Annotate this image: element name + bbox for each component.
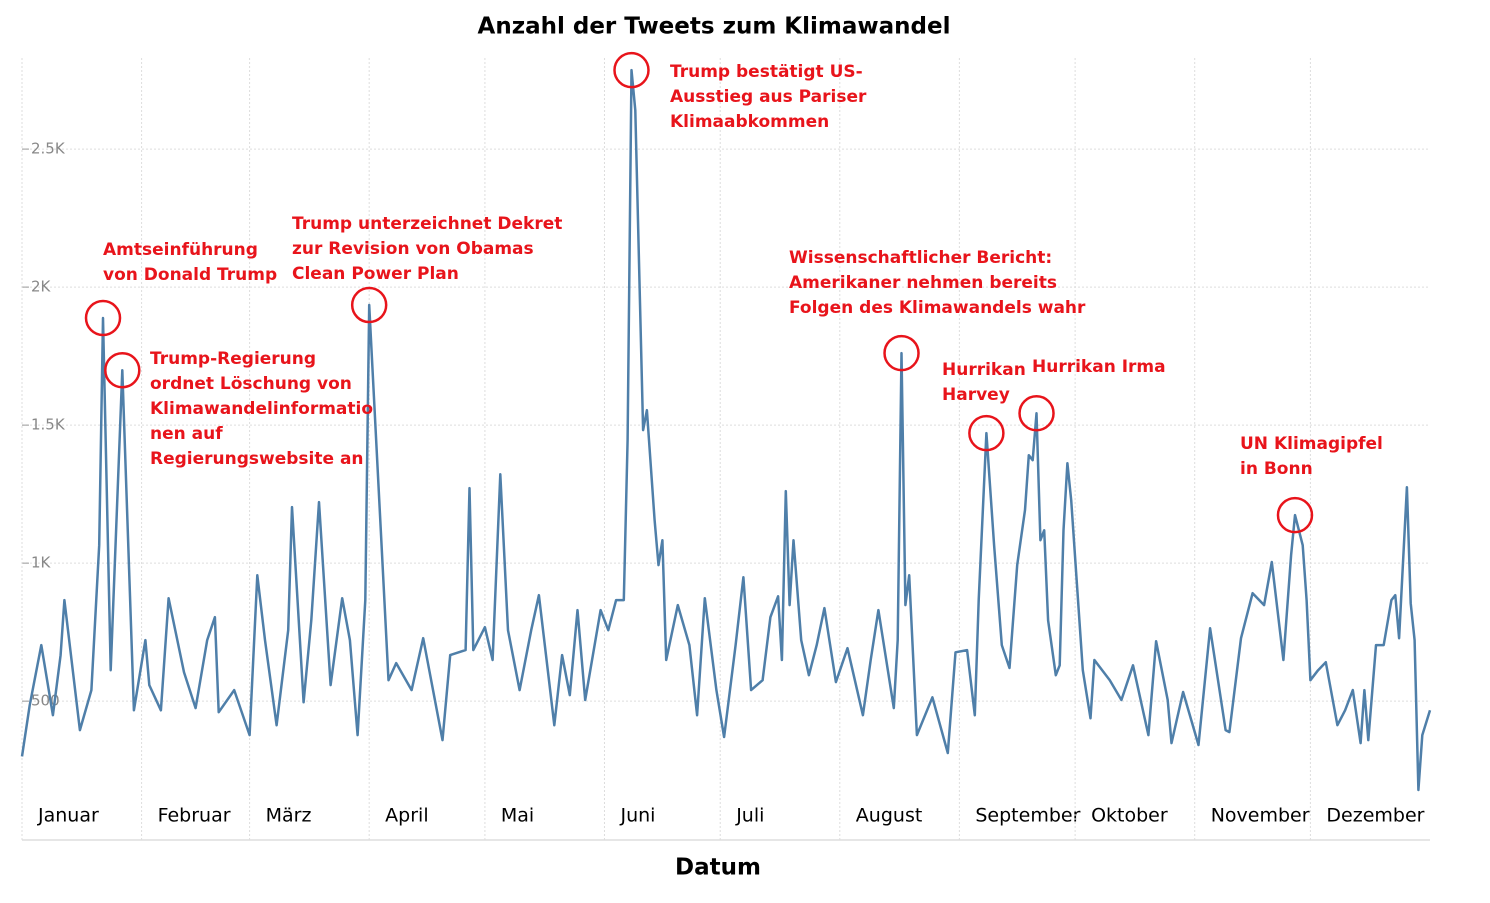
- annotation-text: zur Revision von Obamas: [292, 239, 534, 259]
- annotation-circle: [883, 334, 920, 372]
- annotation-text: von Donald Trump: [103, 265, 277, 285]
- y-tick-label: 2K: [31, 278, 52, 296]
- annotation-circle: [1276, 496, 1314, 534]
- x-axis-label: Datum: [675, 855, 761, 881]
- annotation-text: Trump-Regierung: [150, 349, 316, 369]
- x-tick-label: August: [856, 805, 923, 827]
- x-tick-label: Juni: [619, 805, 655, 827]
- annotation-text: Klimawandelinformatio: [150, 399, 373, 419]
- annotation-circle: [84, 299, 122, 337]
- data-line: [20, 68, 1432, 792]
- annotation-circle: [350, 286, 388, 324]
- x-tick-label: März: [266, 805, 312, 827]
- annotation-circle: [613, 51, 650, 89]
- chart-title: Anzahl der Tweets zum Klimawandel: [478, 14, 951, 40]
- x-tick-label: September: [975, 805, 1080, 827]
- x-tick-label: Juli: [735, 805, 764, 827]
- annotation-text: Regierungswebsite an: [150, 449, 364, 469]
- annotation-text: UN Klimagipfel: [1240, 434, 1383, 454]
- x-tick-label: Februar: [158, 805, 231, 827]
- annotation-text: Trump unterzeichnet Dekret: [292, 214, 562, 234]
- x-tick-label: Januar: [37, 805, 99, 827]
- x-tick-label: Dezember: [1326, 805, 1424, 827]
- annotation-text: Amtseinführung: [103, 240, 258, 260]
- x-tick-label: Oktober: [1091, 805, 1168, 827]
- annotation-text: Amerikaner nehmen bereits: [789, 273, 1057, 293]
- annotation-text: Wissenschaftlicher Bericht:: [789, 248, 1052, 268]
- annotation-circle: [968, 414, 1005, 452]
- y-tick-label: 1.5K: [31, 416, 66, 434]
- annotation-text: Hurrikan: [942, 360, 1026, 380]
- annotation-text: Harvey: [942, 385, 1010, 405]
- y-tick-label: 2.5K: [31, 140, 66, 158]
- x-tick-label: November: [1211, 805, 1310, 827]
- annotation-text: Folgen des Klimawandels wahr: [789, 298, 1086, 318]
- annotation-text: Ausstieg aus Pariser: [670, 87, 867, 107]
- annotation-text: Hurrikan Irma: [1032, 357, 1166, 377]
- annotation-text: ordnet Löschung von: [150, 374, 352, 394]
- x-tick-label: Mai: [501, 805, 534, 827]
- annotation-circle: [104, 351, 141, 389]
- annotation-text: Clean Power Plan: [292, 264, 459, 284]
- annotation-text: Trump bestätigt US-: [670, 62, 863, 82]
- annotation-text: nen auf: [150, 424, 223, 444]
- annotation-circle: [1018, 395, 1055, 432]
- x-tick-label: April: [385, 805, 428, 827]
- annotation-text: in Bonn: [1240, 459, 1313, 479]
- plot-area: [22, 58, 1430, 840]
- y-tick-label: 1K: [31, 554, 52, 572]
- annotation-text: Klimaabkommen: [670, 112, 829, 132]
